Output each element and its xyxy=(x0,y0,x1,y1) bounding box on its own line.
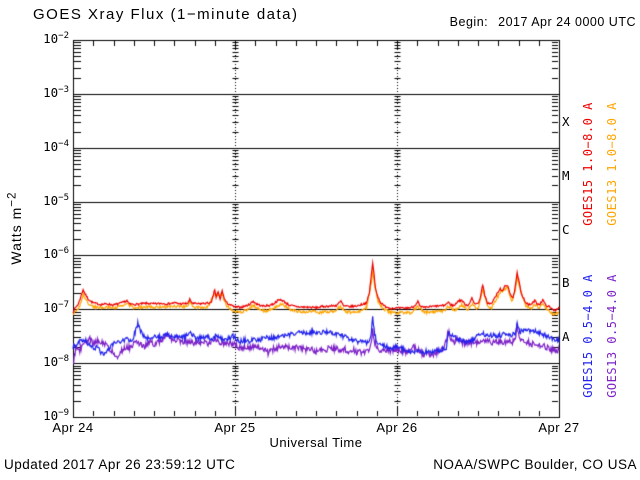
y-tick-label: 10−6 xyxy=(43,246,69,262)
y-tick-label: 10−4 xyxy=(43,138,69,154)
legend-entry-goes15-0-5-4-0-a: GOES15 0.5−4.0 A xyxy=(581,274,595,398)
page-title: GOES Xray Flux (1−minute data) xyxy=(33,6,299,23)
flare-class-letter: X xyxy=(562,113,570,129)
x-day-label: Apr 24 xyxy=(52,420,94,435)
updated-timestamp: Updated 2017 Apr 26 23:59:12 UTC xyxy=(4,457,236,472)
legend-entry-goes15-1-0-8-0-a: GOES15 1.0−8.0 A xyxy=(581,102,595,226)
begin-value: 2017 Apr 24 0000 UTC xyxy=(498,15,636,29)
flare-class-letter: A xyxy=(562,329,570,345)
y-tick-label: 10−8 xyxy=(43,353,69,370)
legend-entry-goes13-0-5-4-0-a: GOES13 0.5−4.0 A xyxy=(605,274,619,398)
flare-class-letter: C xyxy=(562,221,570,237)
y-axis-label: Watts m−2 xyxy=(5,166,24,290)
y-tick-label: 10−2 xyxy=(43,30,69,46)
source-attribution: NOAA/SWPC Boulder, CO USA xyxy=(433,457,637,472)
y-axis-label-exponent: −2 xyxy=(5,191,19,207)
x-axis-label: Universal Time xyxy=(269,435,363,450)
begin-label: Begin: xyxy=(449,15,489,29)
y-tick-label: 10−9 xyxy=(43,407,69,423)
legend-entry-goes13-1-0-8-0-a: GOES13 1.0−8.0 A xyxy=(605,102,619,226)
flare-class-letter: B xyxy=(562,275,570,291)
y-tick-label: 10−7 xyxy=(43,300,69,316)
flare-class-letter: M xyxy=(562,167,570,183)
y-tick-label: 10−3 xyxy=(43,84,69,100)
x-day-label: Apr 25 xyxy=(214,420,256,435)
x-day-label: Apr 27 xyxy=(538,420,580,435)
x-day-label: Apr 26 xyxy=(376,420,418,435)
y-tick-label: 10−5 xyxy=(43,192,69,208)
begin-timestamp: Begin: 2017 Apr 24 0000 UTC xyxy=(450,15,636,29)
